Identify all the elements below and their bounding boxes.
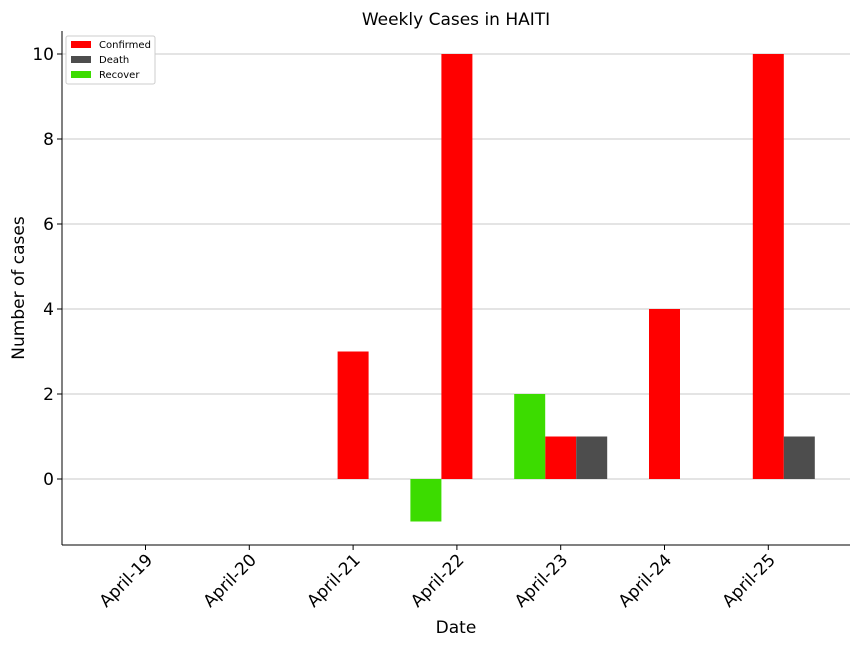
chart-title: Weekly Cases in HAITI: [362, 10, 550, 30]
y-tick-label: 8: [43, 130, 54, 150]
x-tick-label: April-20: [200, 550, 261, 611]
x-axis-label: Date: [436, 618, 477, 638]
bar-recover: [514, 394, 546, 479]
legend-swatch-confirmed: [71, 41, 91, 48]
y-ticks: 0 2 4 6 8 10: [32, 45, 62, 490]
legend-swatch-recover: [71, 71, 91, 78]
x-ticks: April-19 April-20 April-21 April-22 April-23…: [96, 545, 780, 612]
bar-death: [783, 436, 815, 479]
legend: Confirmed Death Recover: [65, 35, 156, 85]
x-tick-label: April-24: [615, 550, 676, 611]
bar-confirmed: [441, 54, 473, 479]
x-tick-label: April-21: [303, 550, 364, 611]
y-tick-label: 4: [43, 300, 54, 320]
y-tick-label: 6: [43, 215, 54, 235]
bar-confirmed: [752, 54, 784, 479]
y-tick-label: 10: [32, 45, 54, 65]
legend-label-confirmed: Confirmed: [99, 40, 151, 51]
axes: [61, 31, 850, 546]
bar-confirmed: [545, 436, 577, 479]
bar-confirmed: [649, 309, 680, 479]
x-tick-label: April-25: [719, 550, 780, 611]
bars: [337, 54, 815, 522]
legend-label-death: Death: [99, 55, 129, 66]
y-tick-label: 2: [43, 385, 54, 405]
x-tick-label: April-23: [511, 550, 572, 611]
x-tick-label: April-22: [407, 550, 468, 611]
bar-recover: [410, 479, 442, 522]
x-tick-label: April-19: [96, 550, 157, 611]
bar-death: [576, 436, 608, 479]
bar-confirmed: [337, 351, 369, 479]
y-tick-label: 0: [43, 470, 54, 490]
legend-label-recover: Recover: [99, 70, 140, 81]
legend-swatch-death: [71, 56, 91, 63]
y-axis-label: Number of cases: [9, 216, 29, 360]
